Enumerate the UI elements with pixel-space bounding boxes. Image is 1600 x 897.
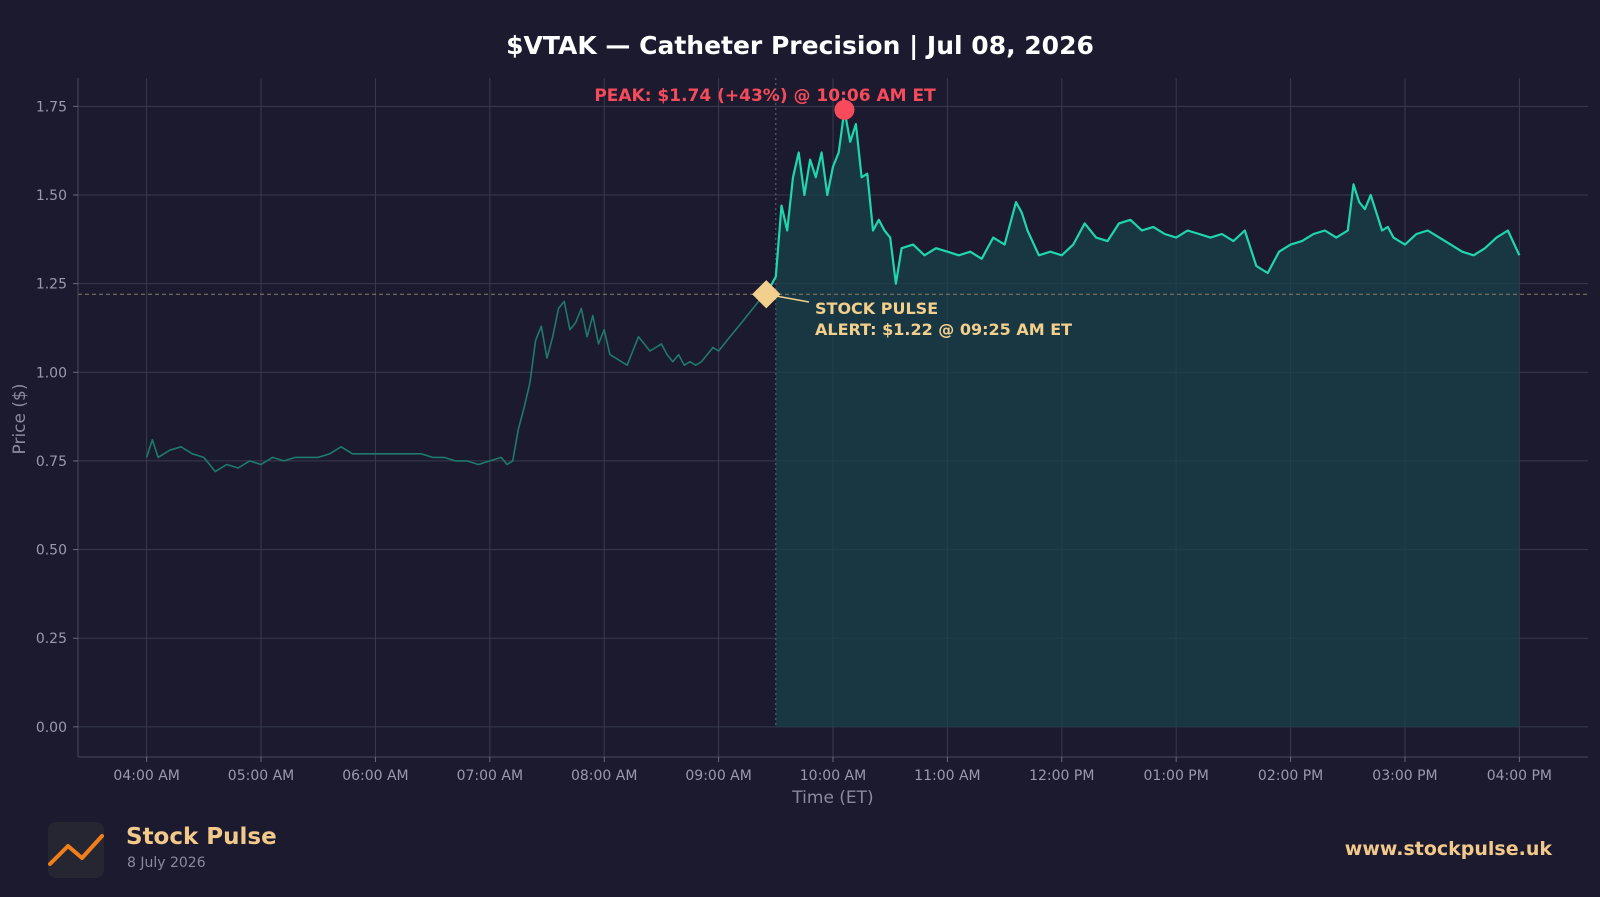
- y-tick-label: 0.50: [36, 543, 67, 559]
- alert-label-line2: ALERT: $1.22 @ 09:25 AM ET: [815, 320, 1072, 339]
- x-tick-label: 07:00 AM: [457, 768, 523, 784]
- x-tick-label: 11:00 AM: [914, 768, 980, 784]
- x-tick-label: 05:00 AM: [228, 768, 294, 784]
- x-tick-label: 12:00 PM: [1029, 768, 1094, 784]
- price-series: [145, 108, 1521, 473]
- x-tick-label: 06:00 AM: [342, 768, 408, 784]
- x-tick-label: 09:00 AM: [685, 768, 751, 784]
- y-tick-label: 0.25: [36, 631, 67, 647]
- y-tick-label: 1.00: [36, 365, 67, 381]
- alert-marker: [752, 280, 781, 309]
- annotations: PEAK: $1.74 (+43%) @ 10:06 AM ET STOCK PU…: [594, 86, 1072, 339]
- y-tick-label: 0.75: [36, 454, 67, 470]
- brand-name: Stock Pulse: [126, 824, 277, 850]
- y-tick-label: 1.50: [36, 188, 67, 204]
- regular-session-fill: [775, 109, 1520, 727]
- x-tick-label: 04:00 AM: [113, 768, 179, 784]
- x-tick-label: 01:00 PM: [1144, 768, 1209, 784]
- chart-title: $VTAK — Catheter Precision | Jul 08, 202…: [506, 31, 1094, 60]
- peak-marker: [834, 99, 855, 120]
- x-tick-label: 08:00 AM: [571, 768, 637, 784]
- x-tick-label: 10:00 AM: [800, 768, 866, 784]
- x-tick-label: 02:00 PM: [1258, 768, 1323, 784]
- y-tick-label: 1.75: [36, 99, 67, 115]
- brand-logo: [48, 822, 104, 878]
- session-fill: [78, 78, 1588, 727]
- brand-date: 8 July 2026: [127, 855, 206, 871]
- premarket-line: [145, 293, 767, 473]
- x-tick-label: 03:00 PM: [1372, 768, 1437, 784]
- y-tick-label: 0.00: [36, 720, 67, 736]
- tick-labels: 04:00 AM 05:00 AM 06:00 AM 07:00 AM 08:00 AM…: [36, 99, 1552, 784]
- peak-label: PEAK: $1.74 (+43%) @ 10:06 AM ET: [594, 86, 936, 106]
- x-axis-label: Time (ET): [791, 788, 873, 808]
- line-chart-icon: [48, 834, 104, 866]
- y-axis-label: Price ($): [10, 384, 30, 455]
- regular-session-line: [765, 108, 1521, 295]
- y-tick-label: 1.25: [36, 277, 67, 293]
- website-link[interactable]: www.stockpulse.uk: [1344, 838, 1552, 860]
- x-tick-label: 04:00 PM: [1487, 768, 1552, 784]
- alert-label-line1: STOCK PULSE: [815, 299, 938, 318]
